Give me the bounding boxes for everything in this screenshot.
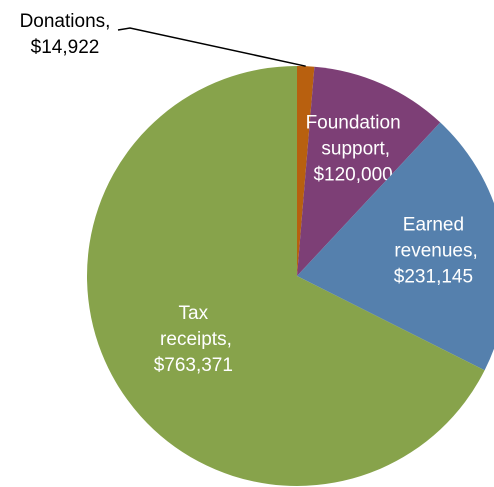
value-label: $763,371	[154, 355, 233, 376]
leader-line	[117, 27, 306, 67]
data-label: Tax receipts, $763,371	[154, 303, 233, 376]
pie-slice	[297, 66, 315, 276]
pie-slice	[297, 122, 494, 371]
data-label: Donations, $14,922	[20, 11, 111, 58]
value-label: $231,145	[394, 267, 473, 288]
pie-slice	[297, 66, 441, 277]
category-label: Tax receipts,	[155, 303, 232, 350]
data-label: Earned revenues, $231,145	[389, 215, 478, 288]
category-label: Earned revenues,	[389, 215, 478, 262]
category-label: Foundation support,	[306, 112, 401, 159]
value-label: $14,922	[31, 37, 100, 58]
pie-slice	[87, 66, 485, 486]
category-label: Donations,	[20, 11, 111, 32]
value-label: $120,000	[313, 164, 392, 185]
data-label: Foundation support, $120,000	[306, 112, 401, 185]
